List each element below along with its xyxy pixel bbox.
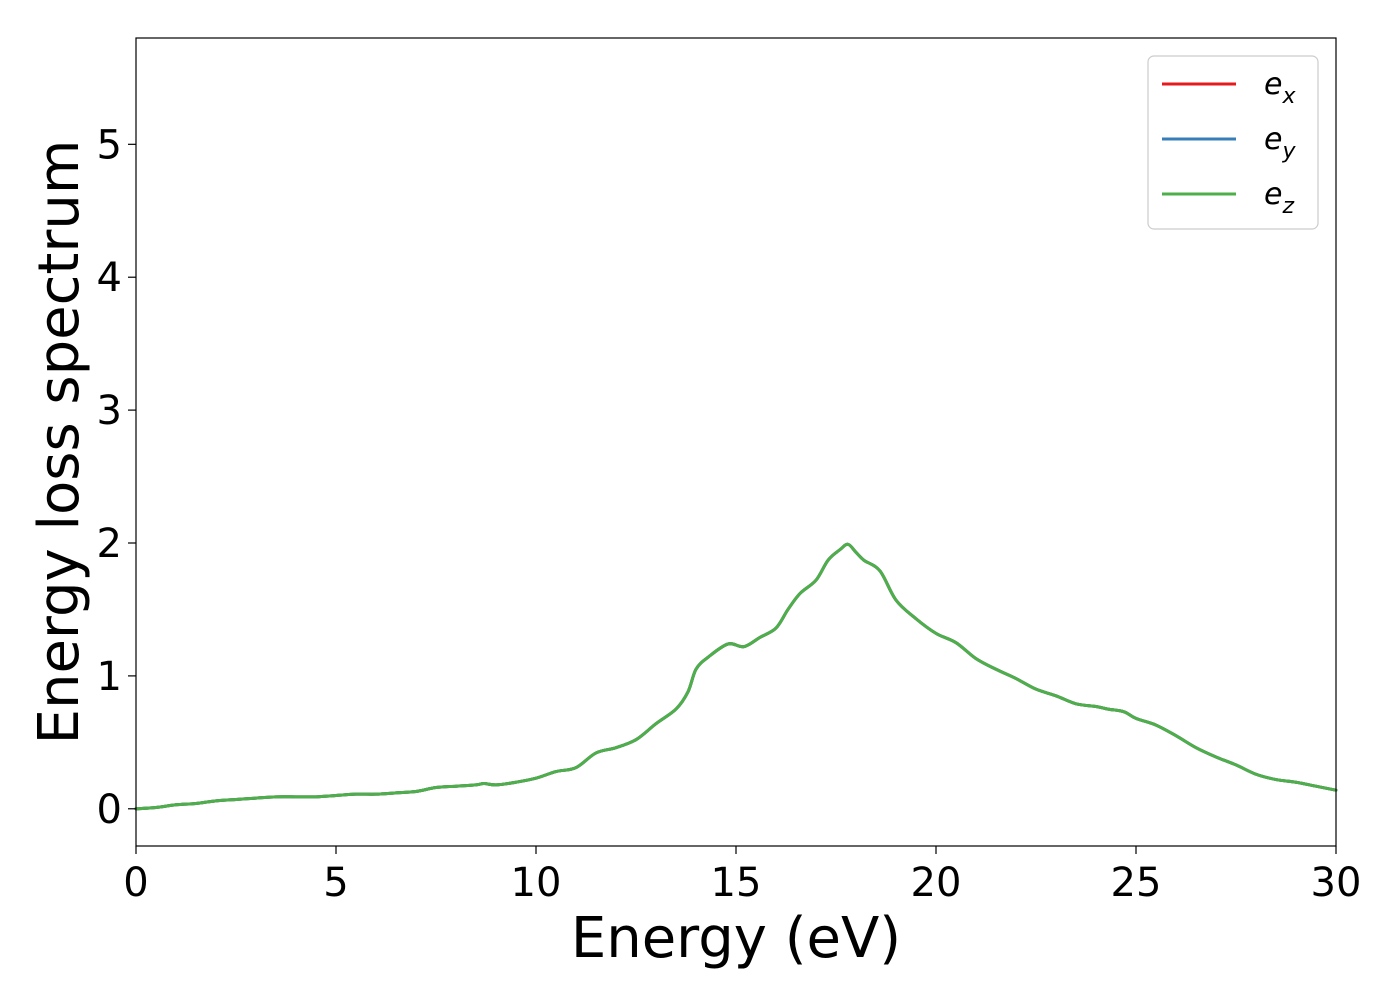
legend: ex ey ez [1147,55,1319,230]
legend-label: ez [1264,177,1294,219]
y-tick-label: 3 [97,388,122,434]
x-tick-label: 30 [1311,860,1362,906]
x-tick-label: 15 [711,860,762,906]
y-axis-title: Energy loss spectrum [27,140,92,745]
x-axis: 0 5 10 15 20 25 30 [123,846,1361,906]
y-tick-label: 0 [97,787,122,833]
series-line-ez [134,542,1338,811]
x-tick-label: 0 [123,860,148,906]
legend-label: ey [1264,122,1296,164]
y-tick-label: 2 [97,521,122,567]
x-tick-label: 10 [511,860,562,906]
x-tick-label: 25 [1111,860,1162,906]
y-tick-label: 1 [97,654,122,700]
x-tick-label: 5 [323,860,348,906]
x-tick-label: 20 [911,860,962,906]
y-tick-label: 5 [97,122,122,168]
series-layer [134,542,1338,811]
y-tick-label: 4 [97,255,122,301]
legend-box [1147,55,1319,230]
legend-label: ex [1264,67,1296,109]
y-axis: 0 1 2 3 4 5 [97,122,136,833]
x-axis-title: Energy (eV) [571,906,901,971]
